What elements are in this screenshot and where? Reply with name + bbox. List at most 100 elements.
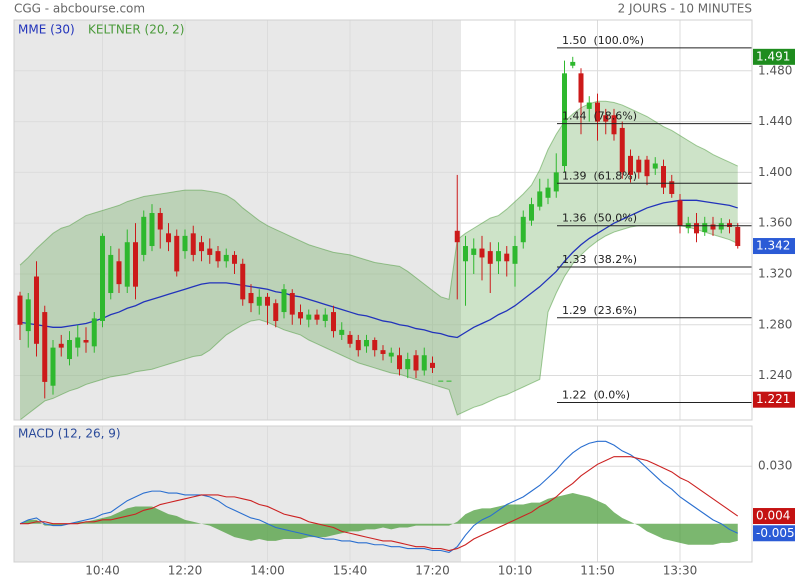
candle-body [174, 235, 180, 272]
ema-line [19, 199, 738, 339]
previous-session-shade [14, 426, 461, 562]
candle-body [405, 359, 411, 370]
candle-body [628, 155, 633, 175]
x-tick-label: 13:30 [663, 564, 698, 578]
candle-body [619, 127, 625, 173]
candle-body [446, 380, 452, 382]
candle-body [562, 73, 567, 167]
keltner-lower [19, 225, 738, 421]
candle-body [388, 352, 394, 357]
candle-body [223, 254, 229, 262]
candle-body [75, 337, 81, 348]
x-tick-label: 12:20 [168, 564, 203, 578]
candle-body [331, 312, 336, 332]
keltner-upper [19, 100, 738, 301]
candle-body [25, 299, 31, 332]
fib-label: 1.44 (78.6%) [562, 110, 637, 123]
fib-label: 1.36 (50.0%) [562, 212, 637, 225]
price-tag-label: -0.005 [756, 526, 795, 540]
price-tag-label: 1.221 [756, 392, 790, 406]
grid [14, 20, 752, 562]
candle-body [520, 216, 526, 243]
fib-label: 1.39 (61.8%) [562, 169, 637, 182]
candle-body [397, 355, 402, 370]
candle-body [496, 251, 501, 262]
candle-body [735, 226, 741, 247]
candle-body [124, 242, 130, 287]
previous-session-shade [14, 20, 461, 420]
price-frame [13, 19, 753, 421]
candle-body [727, 223, 732, 227]
plot [17, 47, 752, 554]
price-tag [753, 508, 795, 525]
candle-body [141, 216, 147, 255]
candle-body [67, 340, 72, 360]
candle-body [157, 213, 163, 230]
fib-label: 1.22 (0.0%) [562, 388, 630, 401]
x-tick-label: 15:40 [333, 564, 368, 578]
candle-body [718, 223, 724, 230]
candle-body [339, 329, 345, 335]
x-tick-label: 11:50 [580, 564, 615, 578]
candle-body [372, 340, 378, 351]
x-tick-label: 10:10 [498, 564, 533, 578]
legend-ema: MME (30) [18, 23, 75, 37]
candle-body [603, 115, 609, 122]
candle-body [512, 246, 518, 264]
candle-body [421, 355, 427, 371]
candle-body [232, 254, 237, 264]
candle-body [108, 254, 114, 294]
price-tag [753, 238, 795, 255]
y-tick-label: 1.480 [758, 63, 792, 77]
fib-label: 1.29 (23.6%) [562, 304, 637, 317]
candle-body [479, 248, 485, 258]
candle-body [578, 73, 584, 103]
fib-label: 1.50 (100.0%) [562, 34, 644, 47]
candle-body [42, 312, 48, 382]
candle-body [364, 340, 369, 347]
y-tick-label: 1.280 [758, 317, 792, 331]
candle-body [207, 248, 213, 255]
candle-body [504, 253, 510, 262]
candle-body [586, 102, 592, 109]
candle-body [190, 233, 196, 255]
candle-body [430, 362, 435, 368]
period: 2 JOURS - 10 MINUTES [618, 2, 752, 16]
candle-body [677, 200, 683, 226]
candle-body [347, 334, 353, 344]
candle-body [652, 163, 658, 169]
candle-body [471, 248, 477, 255]
candle-body [248, 293, 254, 304]
price-tag [753, 48, 795, 65]
candle-body [661, 166, 666, 188]
candle-body [570, 61, 576, 66]
price-tag-label: 1.491 [756, 49, 790, 63]
candle-body [215, 251, 221, 262]
candle-body [273, 303, 279, 321]
candle-body [702, 223, 708, 233]
candle-body [413, 355, 419, 371]
candle-body [694, 223, 699, 234]
candle-body [322, 314, 328, 321]
y-tick-label: 1.400 [758, 165, 792, 179]
x-tick-label: 14:00 [250, 564, 285, 578]
candle-body [314, 314, 320, 320]
candle-body [289, 293, 295, 315]
candle-body [265, 296, 270, 306]
price-tag [753, 525, 795, 542]
candle-body [669, 181, 675, 194]
candle-body [281, 289, 287, 313]
y-tick-label: 1.320 [758, 266, 792, 280]
candle-body [380, 350, 386, 354]
candle-body [91, 318, 97, 347]
candle-body [34, 276, 39, 344]
candle-body [133, 242, 138, 287]
y-tick-label: 1.440 [758, 114, 792, 128]
candle-body [100, 235, 105, 321]
site-title: CGG - abcbourse.com [14, 2, 145, 16]
candle-body [611, 115, 617, 135]
candle-body [58, 343, 64, 348]
candle-body [537, 191, 543, 207]
y-tick-label: 0.030 [758, 459, 792, 473]
